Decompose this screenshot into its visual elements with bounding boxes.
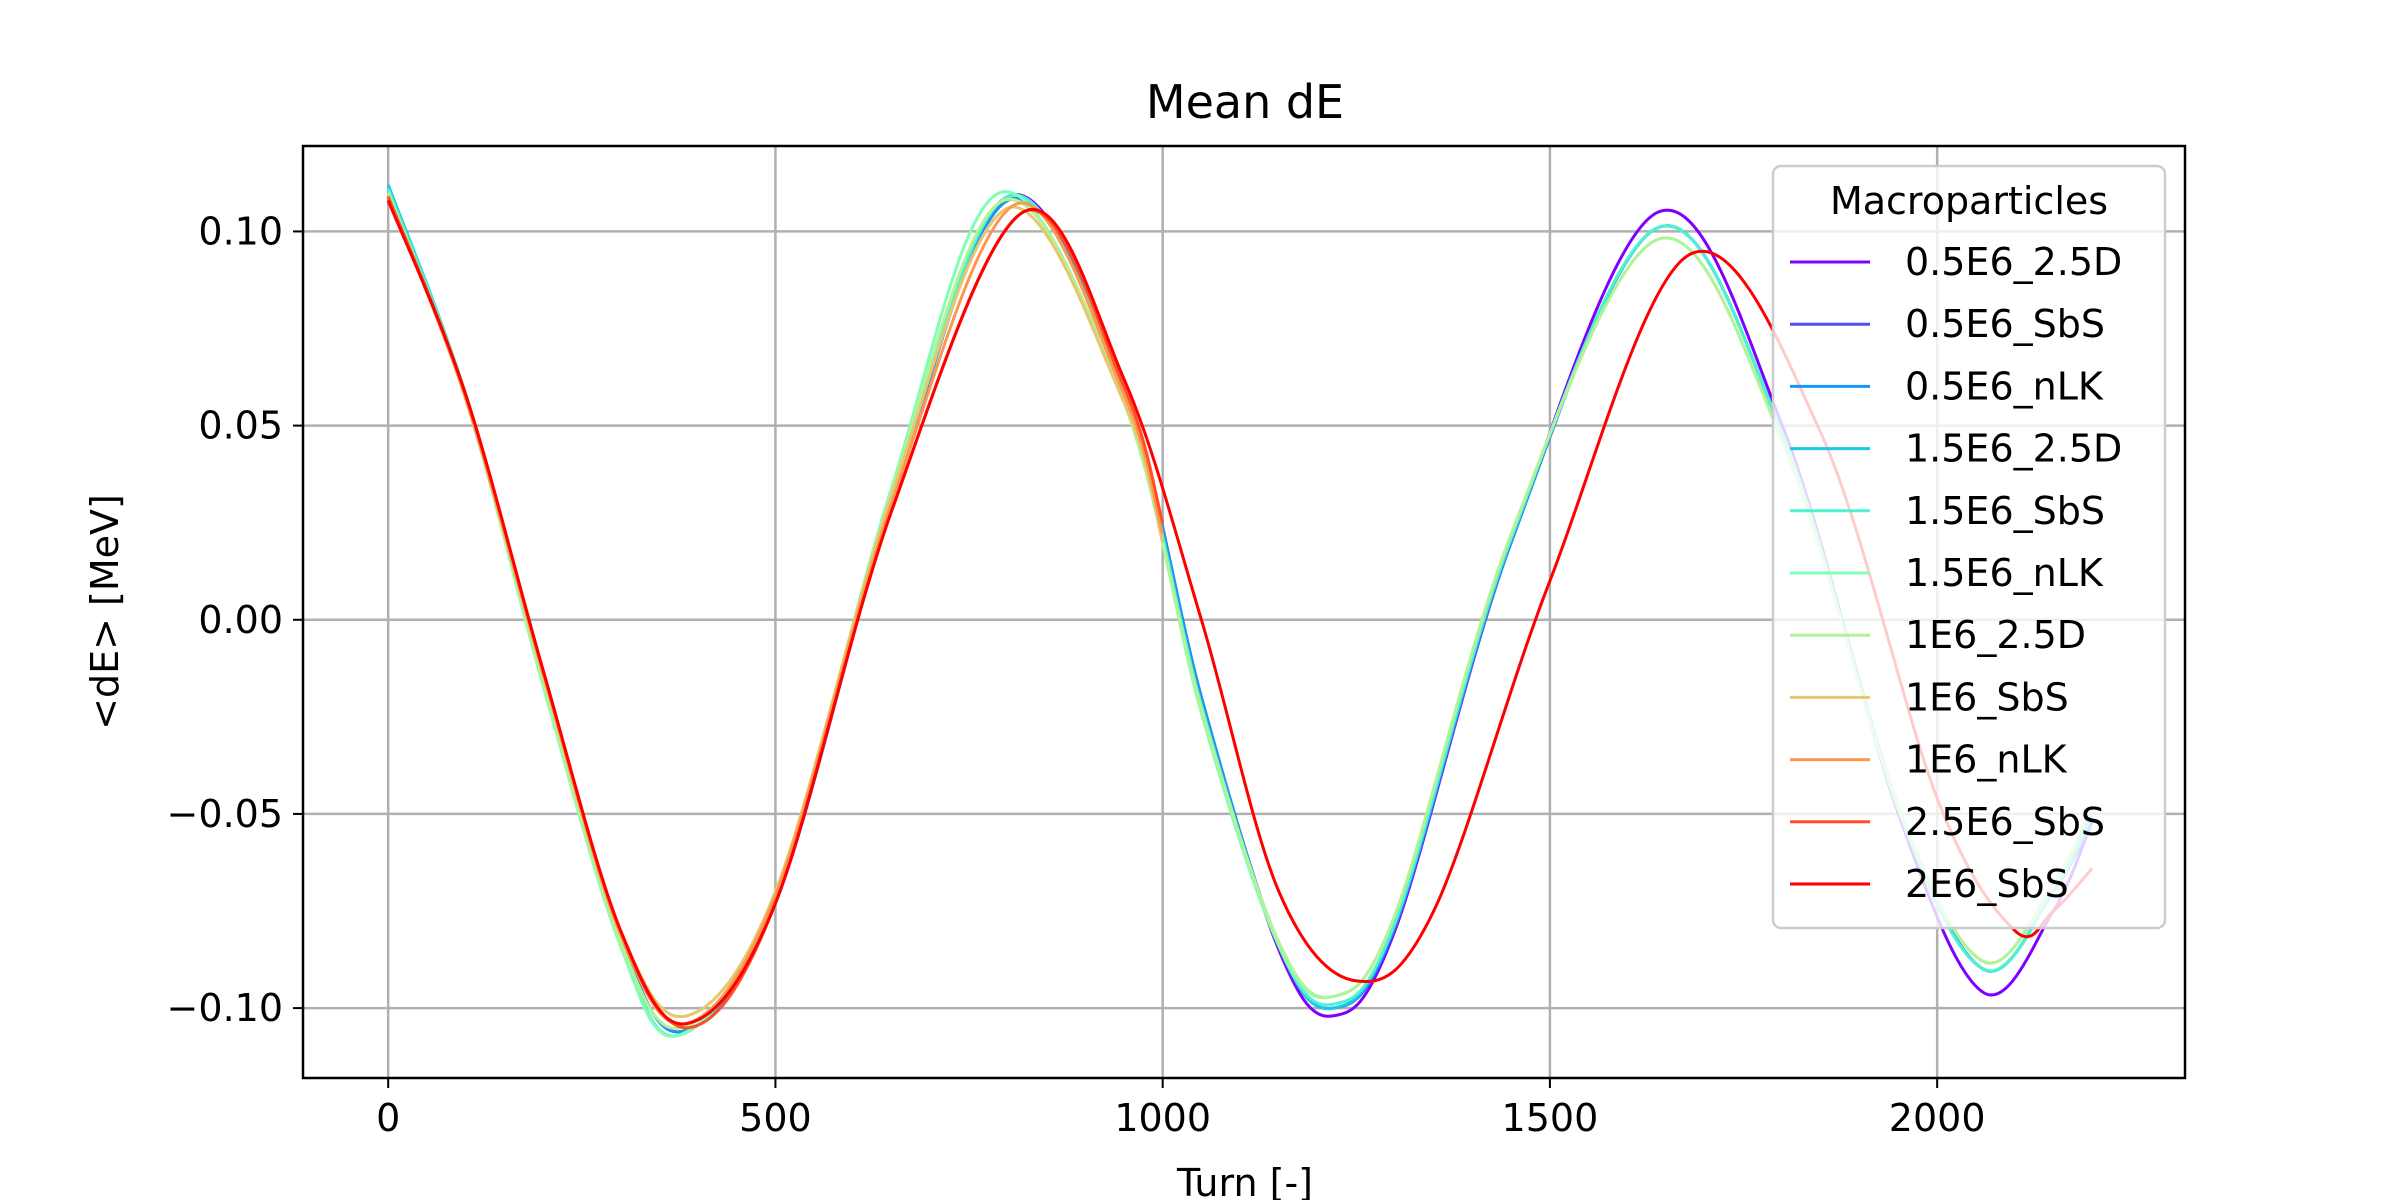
axis-ticks: 0 500 1000 1500 2000 0.10 0.05 0.00 −0.05 −0.10 (167, 209, 1986, 1140)
legend-entry-label: 1.5E6_2.5D (1905, 427, 2122, 471)
legend-entry-label: 0.5E6_2.5D (1905, 240, 2122, 284)
legend-entry-label: 0.5E6_nLK (1905, 364, 2104, 408)
y-tick-label: 0.05 (198, 404, 283, 448)
y-tick-label: −0.05 (167, 792, 283, 836)
legend-entry-label: 1.5E6_nLK (1905, 551, 2104, 595)
y-axis-label: <dE> [MeV] (83, 494, 127, 730)
plot-frame (301, 144, 2187, 1080)
chart-title: Mean dE (1146, 75, 1344, 129)
legend-entry-label: 1E6_nLK (1905, 738, 2068, 782)
legend-entry-label: 1E6_2.5D (1905, 613, 2086, 657)
x-tick-label: 1000 (1114, 1096, 1211, 1140)
y-tick-label: 0.10 (198, 209, 283, 253)
x-tick-label: 500 (739, 1096, 812, 1140)
legend: Macroparticles 0.5E6_2.5D 0.5E6_SbS 0.5E6_… (1771, 164, 2167, 930)
legend-entry-label: 1.5E6_SbS (1905, 489, 2105, 533)
x-axis-label: Turn [-] (1176, 1161, 1313, 1200)
x-tick-label: 2000 (1889, 1096, 1986, 1140)
x-tick-label: 1500 (1502, 1096, 1599, 1140)
x-tick-label: 0 (376, 1096, 400, 1140)
legend-title: Macroparticles (1830, 179, 2108, 223)
legend-entry-label: 2.5E6_SbS (1905, 800, 2105, 844)
legend-entry-label: 1E6_SbS (1905, 675, 2069, 719)
legend-entry-label: 0.5E6_SbS (1905, 302, 2105, 346)
legend-entry-label: 2E6_SbS (1905, 862, 2069, 906)
y-tick-label: −0.10 (167, 986, 283, 1030)
y-tick-label: 0.00 (198, 598, 283, 642)
legend-box (1771, 164, 2167, 930)
